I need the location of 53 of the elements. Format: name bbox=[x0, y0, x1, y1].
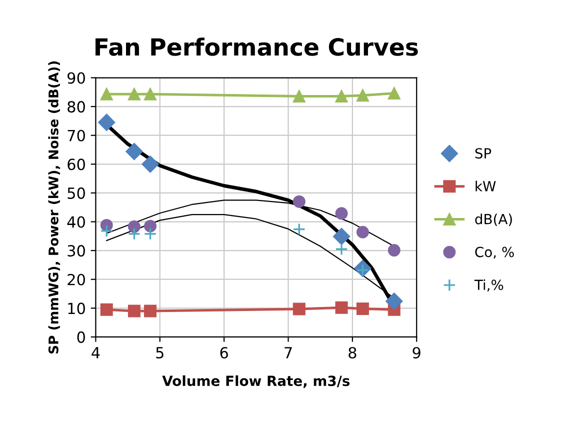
y-tick-label: 0 bbox=[77, 331, 85, 343]
point bbox=[356, 302, 369, 315]
chart-title: Fan Performance Curves bbox=[96, 38, 418, 56]
x-tick-label: 7 bbox=[284, 347, 292, 358]
y-tick-label: 60 bbox=[68, 158, 85, 170]
point bbox=[292, 222, 306, 236]
point bbox=[100, 224, 114, 238]
point bbox=[356, 89, 369, 102]
y-tick-label: 70 bbox=[68, 130, 85, 142]
point bbox=[332, 228, 350, 245]
y-tick-label: 90 bbox=[68, 72, 85, 84]
legend-label: SP bbox=[475, 148, 492, 159]
point bbox=[98, 114, 116, 131]
point bbox=[128, 227, 141, 240]
point bbox=[144, 304, 157, 318]
legend-label: dB(A) bbox=[475, 214, 512, 226]
point bbox=[126, 142, 143, 160]
y-tick-label: 10 bbox=[68, 302, 85, 314]
x-tick-label: 4 bbox=[92, 347, 100, 358]
point bbox=[144, 227, 157, 240]
y-tick-label: 80 bbox=[68, 101, 85, 113]
point bbox=[292, 195, 306, 208]
point bbox=[142, 156, 159, 173]
legend-label: Co, % bbox=[475, 246, 514, 259]
y-tick-label: 20 bbox=[68, 274, 85, 286]
point bbox=[335, 242, 348, 256]
legend-label: Ti,% bbox=[474, 279, 504, 292]
x-tick-label: 5 bbox=[156, 347, 164, 359]
y-tick-label: 30 bbox=[68, 245, 85, 257]
point bbox=[100, 88, 113, 100]
point bbox=[292, 90, 306, 102]
point bbox=[356, 226, 369, 238]
y-axis-title: SP (mmWG), Power (kW), Noise (dB(A)) bbox=[48, 61, 60, 354]
point bbox=[100, 303, 113, 316]
y-tick-label: 50 bbox=[68, 187, 85, 199]
point bbox=[388, 87, 400, 100]
point bbox=[335, 90, 348, 102]
x-tick-label: 8 bbox=[348, 346, 356, 359]
point bbox=[128, 220, 140, 233]
point bbox=[292, 302, 306, 316]
point bbox=[144, 220, 157, 232]
legend-label: kW bbox=[476, 180, 496, 192]
point bbox=[128, 88, 140, 100]
point bbox=[144, 88, 157, 100]
y-tick-label: 40 bbox=[67, 216, 85, 228]
point bbox=[388, 244, 400, 257]
point bbox=[335, 207, 348, 220]
point bbox=[335, 301, 348, 314]
x-tick-label: 6 bbox=[220, 346, 228, 359]
x-axis-title: Volume Flow Rate, m3/s bbox=[162, 375, 350, 388]
point bbox=[386, 292, 403, 310]
point bbox=[128, 304, 140, 318]
x-tick-label: 9 bbox=[412, 346, 420, 359]
